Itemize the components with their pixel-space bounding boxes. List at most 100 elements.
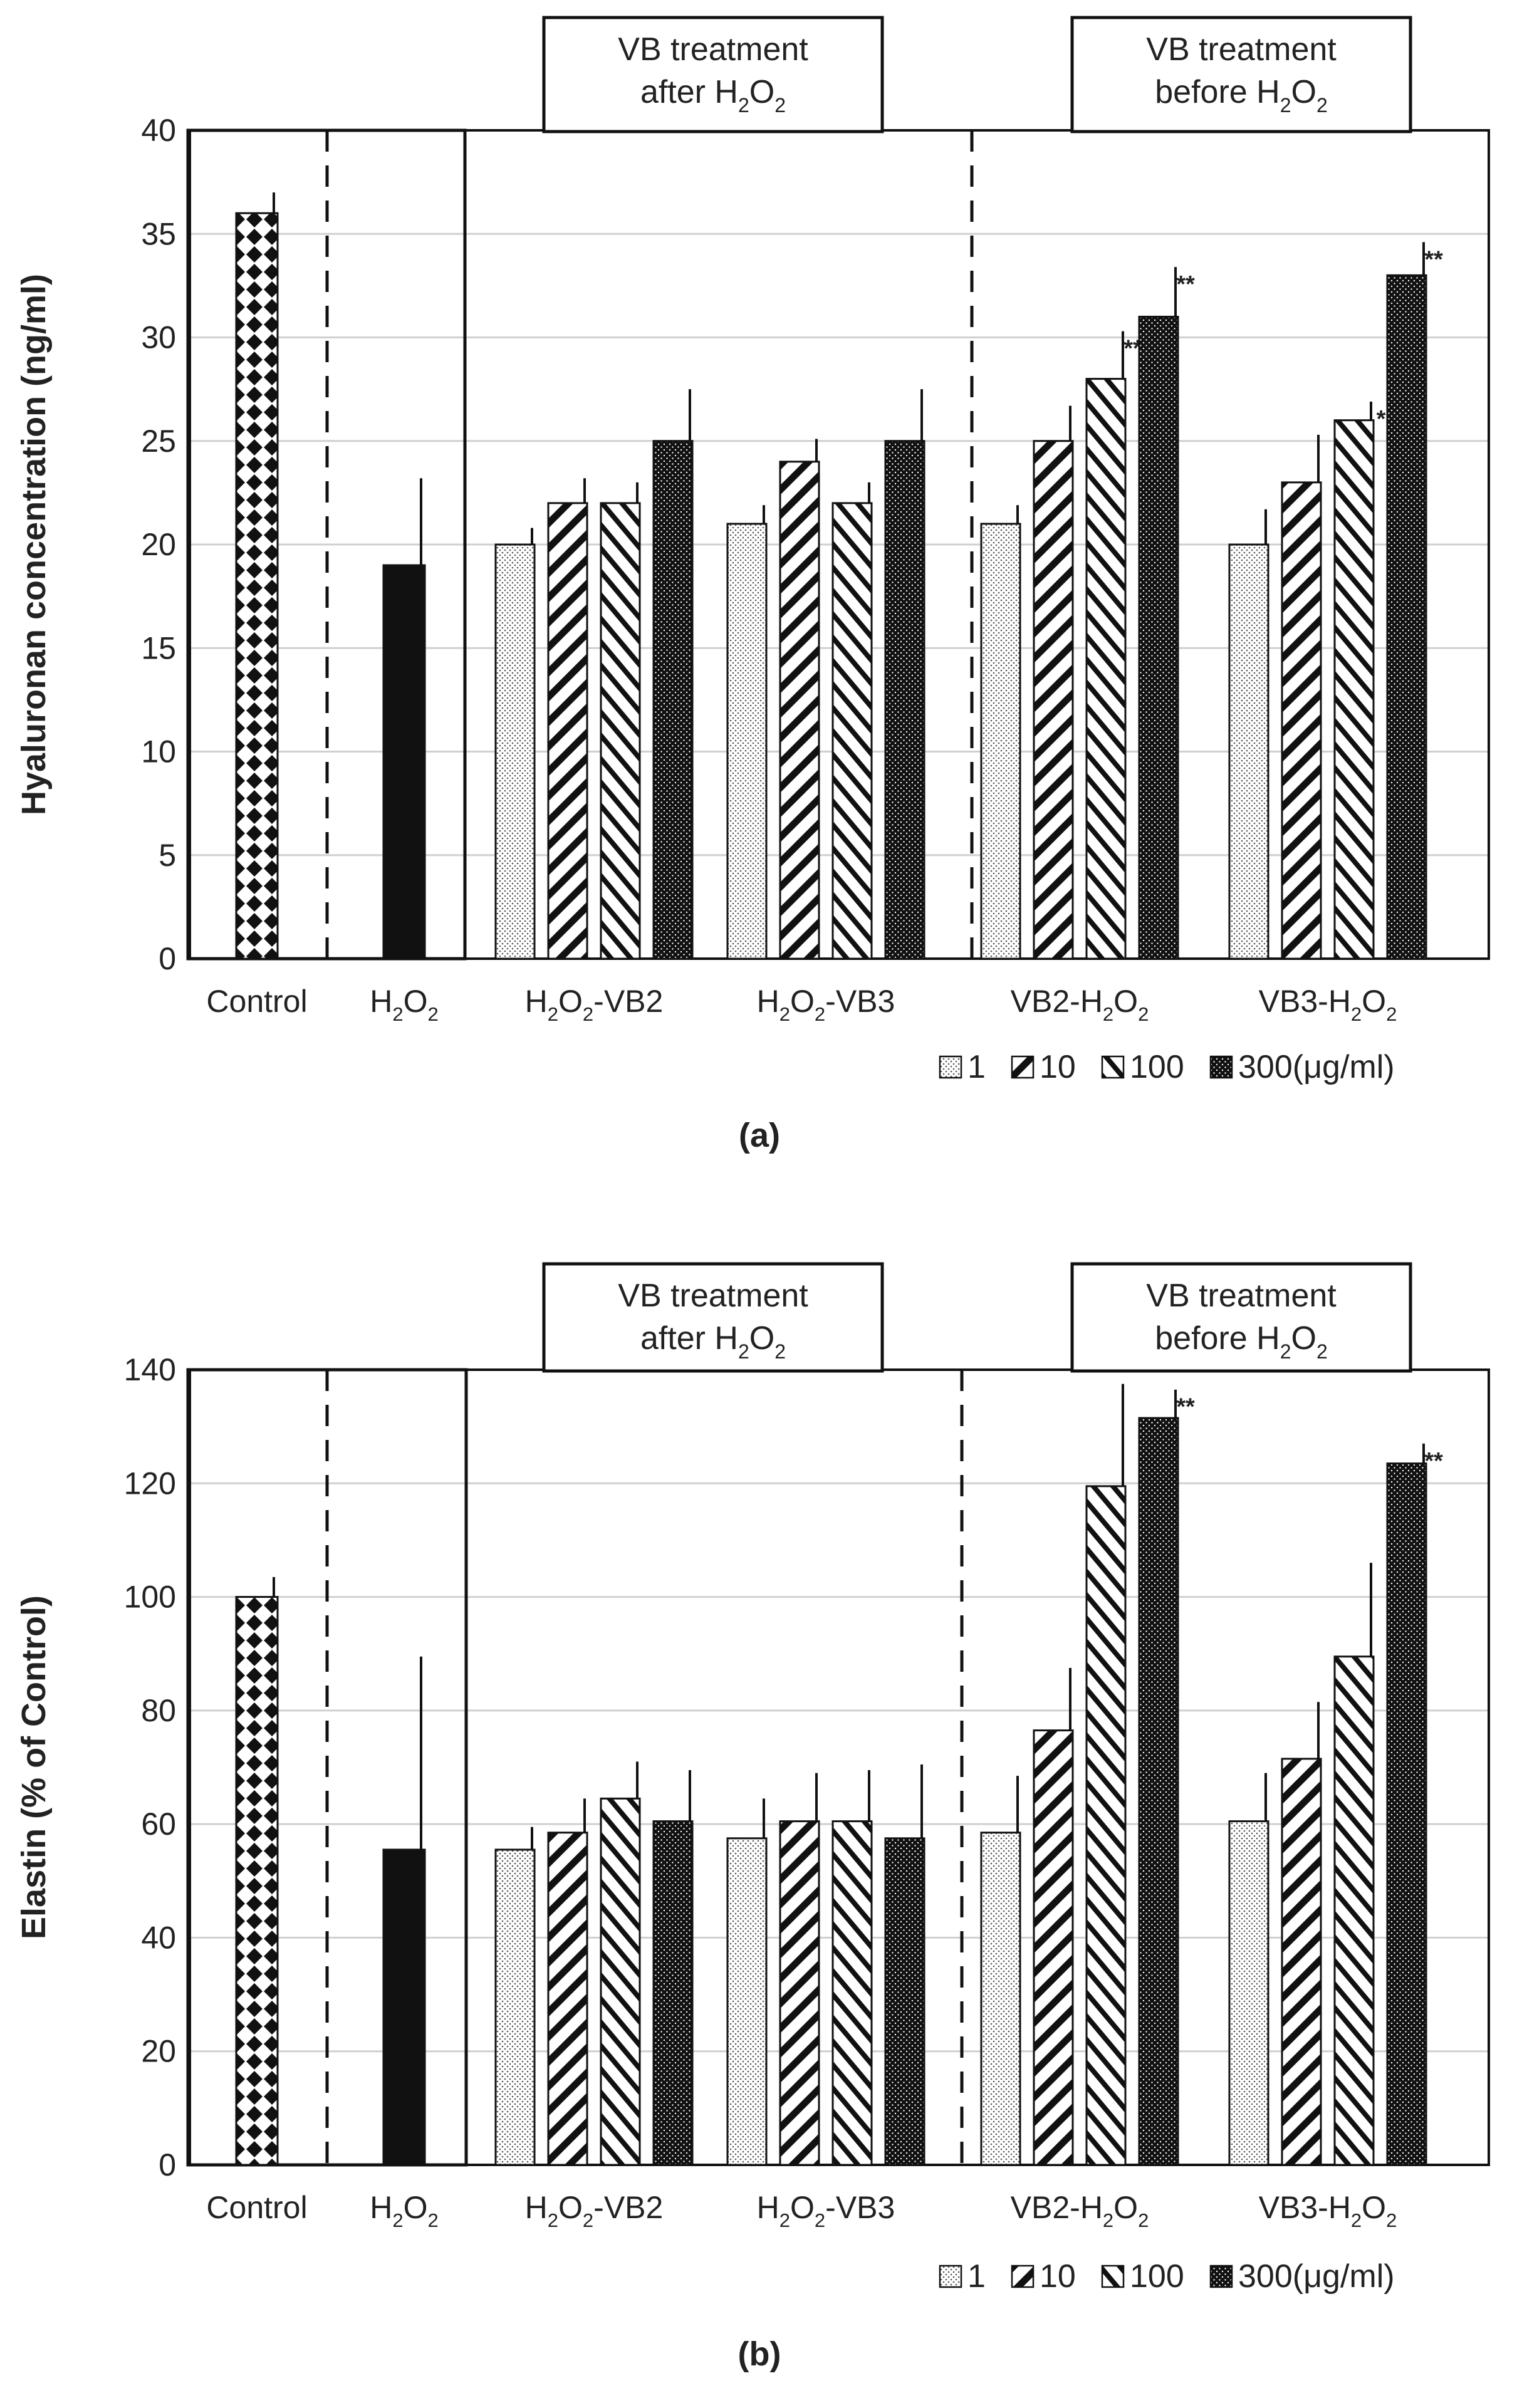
legend-swatch [1101,1055,1125,1079]
y-tick-label: 100 [124,1580,176,1615]
bar-series-100 [831,502,873,960]
category-label-sub2: 2 [1138,1003,1149,1025]
category-label-sub: 2 [1103,1003,1113,1025]
category-label-sub2: 2 [815,1003,825,1025]
significance-star: ** [1424,246,1443,273]
bar-series-1 [494,543,536,960]
legend-swatch [1101,2265,1125,2288]
legend-swatch [939,1055,962,1079]
category-label: VB2-H2O2 [1011,2190,1149,2231]
bar-series-100 [831,1820,873,2166]
box-after-h2o2-line2-sub: 2 [738,94,749,117]
category-label-pre: Control [206,2190,307,2225]
category-label-pre: VB2-H [1011,984,1103,1019]
y-tick-label: 0 [159,941,176,976]
category-label-post: O [790,984,815,1019]
bar-series-10 [779,461,820,960]
category-label-pre: VB3-H [1259,984,1351,1019]
y-tick-label: 15 [141,630,176,665]
box-before-h2o2 [1070,16,1412,133]
box-after-h2o2-line1: VB treatment [618,1278,808,1314]
box-before-h2o2-line2: before H2O2 [1155,1320,1328,1363]
category-label: Control [206,2190,307,2225]
y-tick-label: 5 [159,838,176,873]
category-label: VB3-H2O2 [1259,984,1397,1025]
box-after-h2o2-line2-pre: after H [640,1320,738,1357]
box-after-h2o2-line1: VB treatment [618,31,808,68]
bar-series-1 [494,1848,536,2166]
box-after-h2o2-line2-sub2: 2 [774,1340,786,1363]
bar-series-300 [1138,1417,1179,2166]
category-label-sub: 2 [548,2209,558,2231]
bar-series-100 [1085,1485,1127,2166]
bar-series-1 [1228,543,1269,960]
category-label: H2O2-VB3 [757,984,895,1025]
box-after-h2o2-line2: after H2O2 [640,74,786,117]
y-tick-label: 0 [159,2147,176,2182]
category-label-post2: -VB2 [593,2190,663,2225]
category-label-sub2: 2 [1138,2209,1149,2231]
y-tick-label: 35 [141,216,176,251]
category-label: H2O2 [370,2190,439,2231]
category-label-pre: VB3-H [1259,2190,1351,2225]
bar-series-300 [652,440,694,960]
box-before-h2o2-line2-post: O [1291,1320,1316,1357]
box-before-h2o2-line2-sub2: 2 [1316,1340,1328,1363]
y-tick-label: 40 [141,1920,176,1955]
category-label-post: O [558,984,583,1019]
category-label-sub2: 2 [1386,2209,1397,2231]
category-label: Control [206,984,307,1019]
significance-star: * [1377,406,1386,432]
y-tick-label: 20 [141,527,176,562]
category-label-pre: H [757,984,779,1019]
category-label-post: O [1113,2190,1138,2225]
box-after-h2o2-line2-sub2: 2 [774,94,786,117]
category-label-pre: H [370,984,392,1019]
box-before-h2o2-line2-pre: before H [1155,1320,1280,1357]
box-after-h2o2-line2-post: O [749,1320,774,1357]
category-label-post: O [404,984,428,1019]
category-label-post: O [404,2190,428,2225]
bar-h2o2 [382,1848,426,2166]
category-label: H2O2-VB2 [525,984,664,1025]
category-label-post: O [1113,984,1138,1019]
legend-label: 300(μg/ml) [1238,1049,1395,1085]
category-label-sub: 2 [779,1003,790,1025]
bar-h2o2 [382,564,426,960]
bar-series-300 [884,1837,925,2166]
category-label-post2: -VB2 [593,984,663,1019]
bar-control [235,1596,279,2166]
category-label-sub: 2 [548,1003,558,1025]
box-before-h2o2-line2-sub2: 2 [1316,94,1328,117]
bar-series-300 [1138,315,1179,960]
box-before-h2o2-line2-sub: 2 [1280,94,1291,117]
category-label-post2: -VB3 [825,984,895,1019]
y-tick-label: 60 [141,1806,176,1842]
bar-series-100 [1333,1655,1375,2166]
y-tick-label: 140 [124,1352,176,1387]
category-label-sub: 2 [392,1003,403,1025]
category-label-sub2: 2 [428,1003,439,1025]
y-tick-label: 10 [141,734,176,769]
box-after-h2o2-line2-pre: after H [640,74,738,110]
category-label-pre: VB2-H [1011,2190,1103,2225]
category-label-pre: H [525,984,548,1019]
legend-label: 100 [1130,1049,1184,1085]
category-label-sub2: 2 [583,2209,593,2231]
panel-label: (b) [738,2335,781,2373]
category-label: H2O2-VB3 [757,2190,895,2231]
box-before-h2o2-line1: VB treatment [1146,1278,1337,1314]
bar-series-10 [1281,1758,1322,2166]
category-label-pre: H [370,2190,392,2225]
category-label-sub2: 2 [428,2209,439,2231]
legend-swatch [1209,1055,1233,1079]
category-label-post: O [558,2190,583,2225]
bar-series-300 [1386,1462,1427,2166]
y-tick-label: 20 [141,2034,176,2069]
bar-series-1 [980,523,1021,960]
category-label: H2O2-VB2 [525,2190,664,2231]
box-after-h2o2 [542,16,884,133]
category-label: VB3-H2O2 [1259,2190,1397,2231]
category-label-sub: 2 [392,2209,403,2231]
